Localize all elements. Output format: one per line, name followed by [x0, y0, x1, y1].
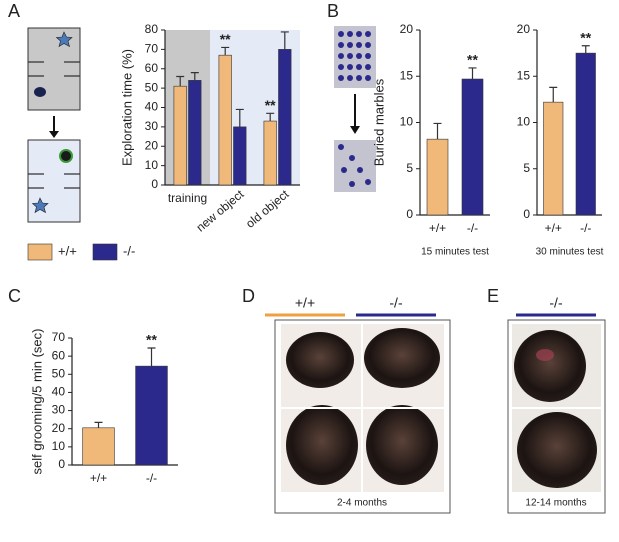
y-tick-label: 10 [145, 158, 159, 172]
x-tick-label: -/- [580, 221, 591, 235]
background [165, 30, 210, 185]
error-bar [221, 46, 230, 56]
y-tick-label: 20 [400, 22, 414, 36]
marble-schematic [334, 26, 376, 192]
y-tick-label: 70 [145, 42, 159, 56]
y-tick-label: 40 [52, 385, 66, 399]
y-tick-label: 20 [145, 138, 159, 152]
bar [426, 138, 449, 216]
panel-label: B [327, 1, 339, 21]
y-tick-label: 5 [523, 161, 530, 175]
x-tick-label: +/+ [545, 221, 562, 235]
photo-caption: 12-14 months [525, 498, 586, 509]
bar [173, 85, 187, 186]
error-bar [94, 421, 103, 428]
y-tick-label: 30 [145, 119, 159, 133]
annotation: ** [146, 332, 157, 348]
x-tick-label: +/+ [429, 221, 446, 235]
y-tick-label: 20 [517, 22, 531, 36]
x-axis-label: 30 minutes test [536, 247, 604, 258]
photo-frame [274, 319, 451, 514]
y-axis-label: Exploration time (%) [119, 49, 134, 166]
photo-frame [507, 319, 606, 514]
y-tick-label: 70 [52, 330, 66, 344]
axis [164, 30, 300, 186]
arena-schematic [27, 27, 81, 223]
y-tick-label: 60 [52, 348, 66, 362]
bar [135, 365, 168, 466]
legend-swatch [27, 243, 53, 261]
x-tick-label: training [168, 191, 207, 205]
y-tick-label: 5 [406, 161, 413, 175]
y-tick-label: 15 [517, 68, 531, 82]
y-tick-label: 50 [52, 366, 66, 380]
error-bar [549, 86, 558, 103]
error-bar [433, 122, 442, 140]
panel-label: A [8, 1, 20, 21]
photo [364, 328, 440, 388]
y-tick-label: 0 [406, 207, 413, 221]
error-bar [468, 67, 477, 80]
annotation: ** [467, 52, 478, 68]
y-axis-label: Buried marbles [371, 78, 386, 166]
y-tick-label: 40 [145, 100, 159, 114]
x-axis-label: 15 minutes test [421, 247, 489, 258]
panel-label: E [487, 286, 499, 306]
y-tick-label: 10 [400, 115, 414, 129]
y-tick-label: 20 [52, 421, 66, 435]
annotation: ** [580, 29, 591, 45]
photo [286, 332, 354, 388]
photo-caption: 2-4 months [337, 498, 387, 509]
bar [278, 49, 292, 186]
y-axis-label: self grooming/5 min (sec) [29, 329, 44, 475]
error-bar [235, 108, 244, 127]
photo [514, 330, 586, 402]
group-label: +/+ [295, 295, 315, 311]
legend-label: +/+ [58, 243, 77, 258]
legend-label: -/- [123, 243, 135, 258]
y-tick-label: 10 [517, 115, 531, 129]
photo [366, 405, 438, 485]
y-tick-label: 15 [400, 68, 414, 82]
bar [82, 427, 115, 466]
y-tick-label: 30 [52, 403, 66, 417]
y-tick-label: 0 [151, 177, 158, 191]
bar [263, 120, 277, 186]
panel-label: D [242, 286, 255, 306]
x-tick-label: -/- [467, 221, 478, 235]
bar [188, 80, 202, 186]
error-bar [176, 75, 185, 87]
bar [543, 101, 564, 216]
photo [286, 405, 358, 485]
legend-swatch [92, 243, 118, 261]
y-tick-label: 50 [145, 80, 159, 94]
group-label: -/- [549, 295, 563, 311]
panel-label: C [8, 286, 21, 306]
group-label: -/- [389, 295, 403, 311]
error-bar [147, 347, 156, 367]
error-bar [190, 72, 199, 81]
y-tick-label: 60 [145, 61, 159, 75]
x-tick-label: old object [243, 187, 292, 231]
x-tick-label: -/- [146, 471, 157, 485]
bar [218, 54, 232, 186]
error-bar [280, 31, 289, 50]
x-tick-label: +/+ [90, 471, 107, 485]
y-tick-label: 80 [145, 22, 159, 36]
y-tick-label: 10 [52, 439, 66, 453]
y-tick-label: 0 [58, 457, 65, 471]
error-bar [581, 45, 590, 54]
annotation: ** [265, 97, 276, 113]
bar [233, 126, 247, 186]
error-bar [266, 112, 275, 122]
photo [517, 412, 597, 488]
bar [575, 52, 596, 216]
annotation: ** [220, 31, 231, 47]
y-tick-label: 0 [523, 207, 530, 221]
bar [461, 78, 484, 216]
